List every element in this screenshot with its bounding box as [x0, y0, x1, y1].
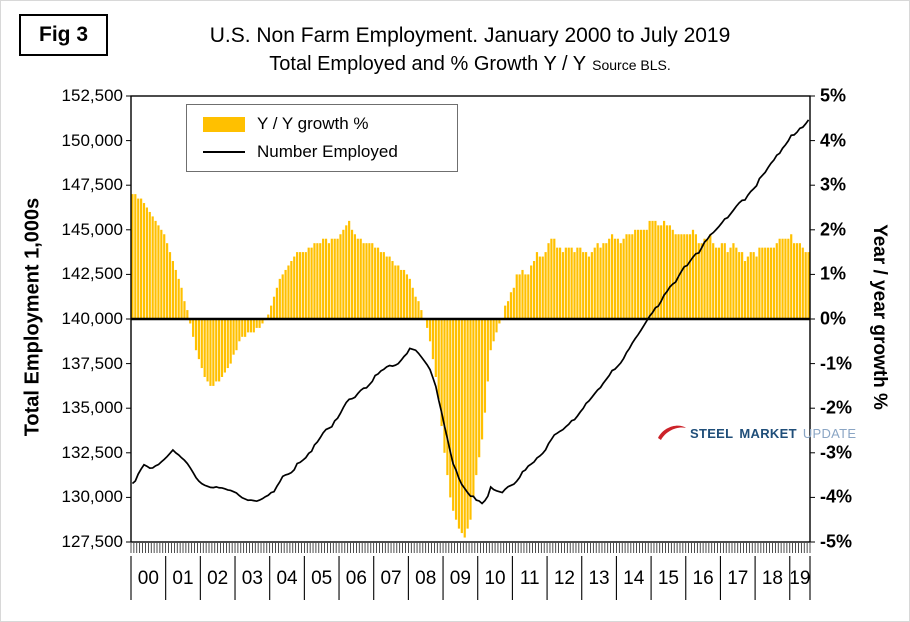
smu-word-market: MARKET	[739, 425, 797, 441]
steel-market-update-watermark: STEEL MARKET UPDATE	[657, 423, 856, 443]
legend-label-growth: Y / Y growth %	[257, 114, 369, 133]
left-axis-tick-label: 152,500	[61, 86, 123, 105]
growth-bars-series	[131, 194, 810, 538]
x-axis-year-label: 13	[588, 568, 610, 589]
figure-number-label: Fig 3	[39, 23, 89, 46]
x-axis-year-label: 10	[484, 568, 506, 589]
x-axis-year-label: 00	[137, 568, 159, 589]
source-note: Source BLS.	[592, 57, 671, 73]
right-axis-tick-label: 3%	[820, 174, 847, 195]
left-axis-tick-label: 142,500	[61, 264, 123, 284]
left-axis-tick-label: 150,000	[61, 130, 123, 150]
right-axis-tick-label: -3%	[820, 442, 853, 463]
smu-word-steel: STEEL	[690, 425, 734, 441]
x-axis-year-label: 09	[449, 568, 471, 589]
right-axis-tick-label: 1%	[820, 263, 847, 284]
x-axis-year-label: 06	[345, 568, 367, 589]
left-axis-tick-label: 132,500	[61, 442, 123, 462]
left-axis-tick-label: 130,000	[61, 487, 123, 507]
right-axis-tick-label: -5%	[820, 531, 853, 552]
x-axis-year-label: 12	[553, 568, 575, 589]
growth-bar-swatch-icon	[203, 116, 245, 132]
chart-subtitle: Total Employed and % Growth Y / Y	[269, 53, 587, 75]
smu-swoosh-icon	[658, 425, 686, 440]
x-axis-year-label: 03	[241, 568, 263, 589]
right-axis-tick-label: -1%	[820, 353, 853, 374]
x-axis-year-label: 18	[761, 568, 784, 589]
left-axis-tick-label: 137,500	[61, 353, 123, 373]
monthly-ticks	[130, 543, 811, 553]
employment-line-series	[131, 119, 810, 505]
x-axis-year-label: 19	[789, 568, 811, 589]
x-axis-year-label: 02	[207, 568, 229, 589]
y-axis-ticks	[126, 95, 815, 543]
x-axis-year-label: 08	[415, 568, 437, 589]
x-axis-year-label: 17	[727, 568, 749, 589]
x-axis-year-label: 04	[276, 568, 298, 589]
chart-title-line2: Total Employed and % Growth Y / Y Source …	[71, 53, 869, 76]
right-axis-tick-label: -2%	[820, 397, 853, 418]
right-axis-tick-label: 0%	[820, 308, 847, 329]
left-axis-tick-label: 135,000	[61, 398, 123, 418]
left-axis-tick-label: 145,000	[61, 219, 123, 239]
legend-label-employed: Number Employed	[257, 142, 398, 161]
legend-item-employed: Number Employed	[203, 142, 441, 162]
x-axis-year-label: 07	[380, 568, 402, 589]
right-axis-tick-label: 2%	[820, 219, 847, 240]
figure-number-box: Fig 3	[19, 14, 109, 56]
x-axis-year-label: 15	[657, 568, 679, 589]
employed-line-swatch-icon	[203, 151, 245, 153]
x-axis-year-label: 14	[623, 568, 645, 589]
left-axis-tick-label: 140,000	[61, 309, 123, 328]
x-axis-year-label: 16	[692, 568, 714, 589]
legend-item-growth: Y / Y growth %	[203, 114, 441, 134]
left-axis-tick-label: 127,500	[61, 532, 123, 551]
chart-legend: Y / Y growth % Number Employed	[186, 104, 458, 172]
smu-word-update: UPDATE	[802, 425, 857, 441]
right-axis-tick-label: 5%	[820, 85, 847, 106]
year-separators	[130, 556, 811, 600]
right-axis-tick-label: -4%	[820, 486, 853, 507]
x-axis-year-label: 11	[519, 568, 540, 589]
chart-title-line1: U.S. Non Farm Employment. January 2000 t…	[209, 24, 731, 47]
x-axis-year-label: 05	[311, 568, 333, 589]
left-axis-tick-label: 147,500	[61, 175, 123, 195]
x-axis-year-label: 01	[172, 568, 194, 589]
right-axis-tick-label: 4%	[820, 130, 847, 151]
